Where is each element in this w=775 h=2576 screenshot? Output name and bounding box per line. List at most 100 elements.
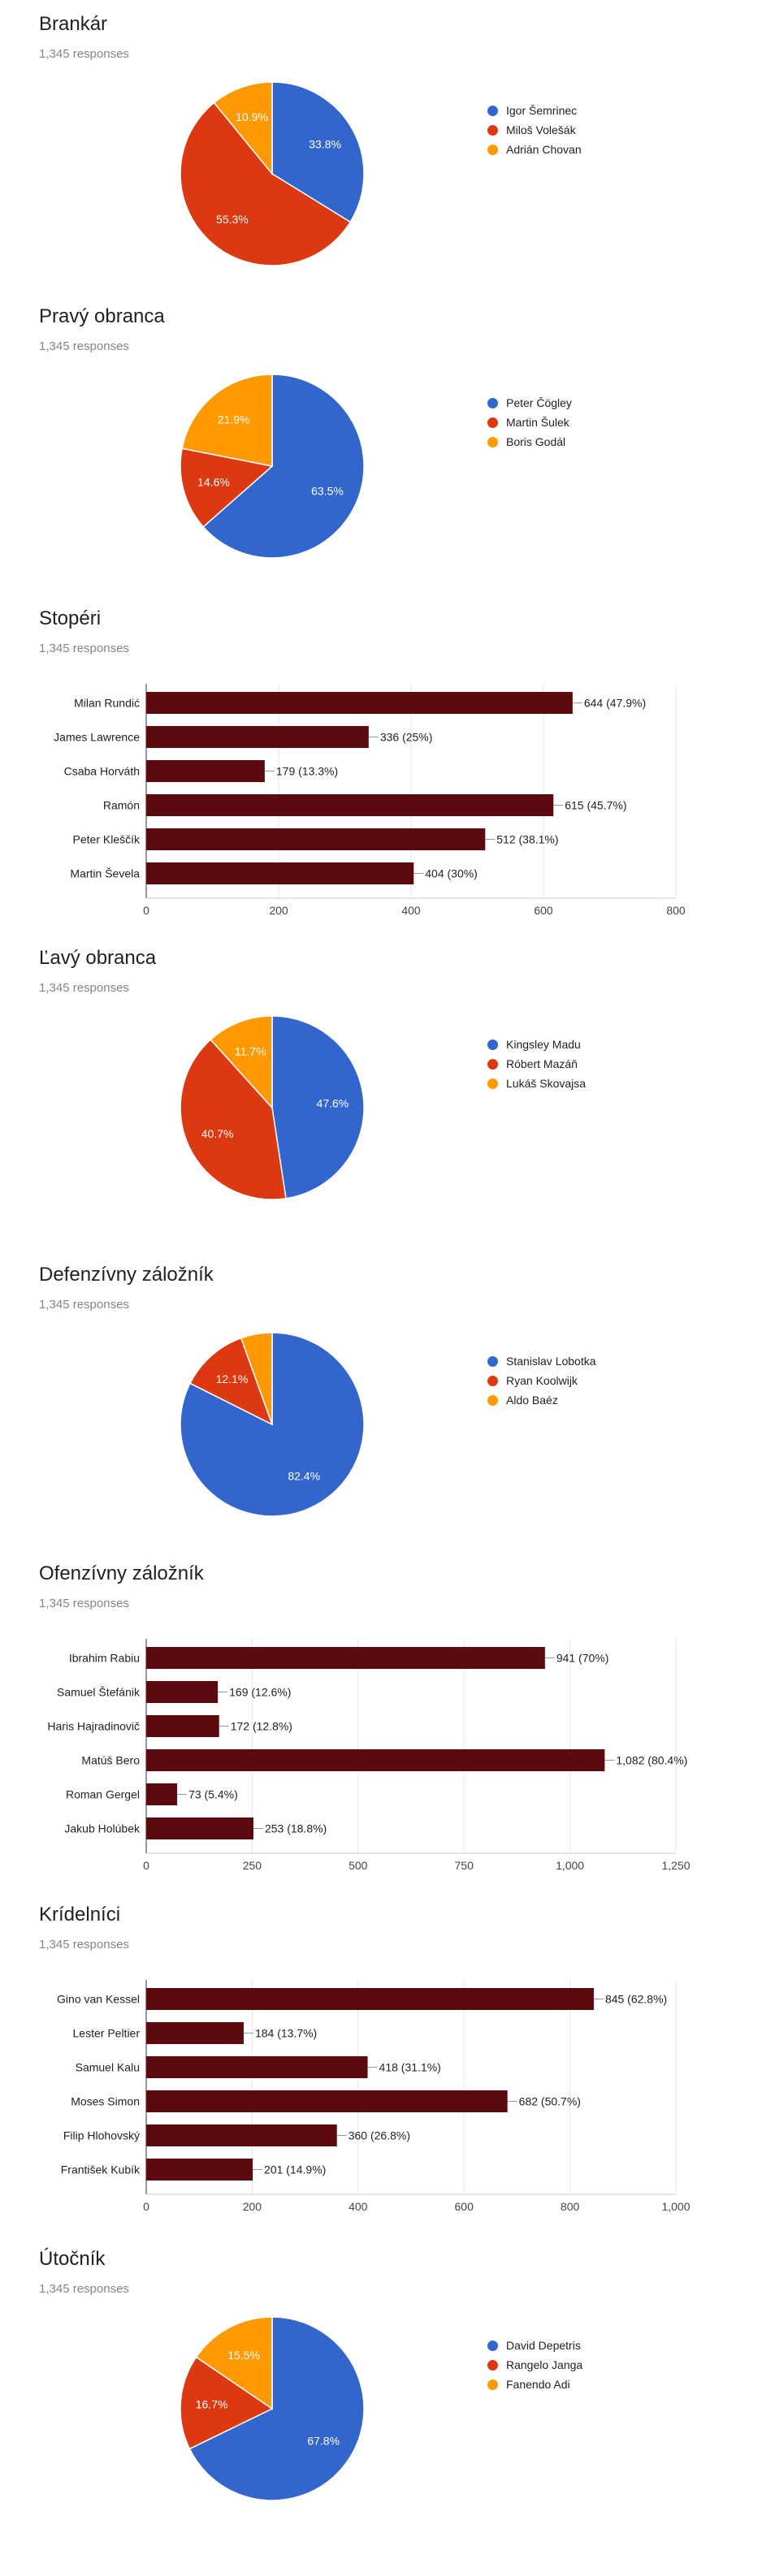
pie-slice-milos-volesak[interactable]	[180, 102, 352, 266]
response-count: 1,345 responses	[39, 1298, 129, 1312]
x-tick-label: 750	[455, 1859, 474, 1872]
bar-haris-hajradinovic[interactable]	[146, 1715, 219, 1737]
legend-color-dot	[487, 2359, 498, 2371]
bar-value-label: 73 (5.4%)	[188, 1788, 238, 1801]
bar-value-label: 418 (31.1%)	[379, 2061, 441, 2074]
bar-matus-bero[interactable]	[146, 1749, 605, 1771]
bar-gino-van-kessel[interactable]	[146, 1988, 594, 2010]
pie-slice-fanendo-adi[interactable]	[195, 2316, 273, 2410]
bar-samuel-kalu[interactable]	[146, 2056, 368, 2078]
x-tick-label: 200	[269, 904, 288, 917]
bar-samuel-stefanik[interactable]	[146, 1681, 219, 1703]
x-tick-label: 0	[143, 904, 149, 917]
question-defenzivny-zaloznik: Defenzívny záložník 1,345 responses 82.4% 1…	[0, 1251, 775, 1592]
bar-roman-gergel[interactable]	[146, 1783, 178, 1805]
legend-item-david-depetris[interactable]: David Depetris	[487, 2336, 582, 2355]
pie-slice-label: 67.8%	[307, 2435, 340, 2448]
x-tick-label: 1,000	[661, 2200, 690, 2213]
question-ofenzivny-zaloznik: Ofenzívny záložník 1,345 responses 0 250 500…	[0, 1549, 775, 1891]
pie-slice-label: 14.6%	[197, 476, 230, 489]
bar-milan-rundic[interactable]	[146, 692, 573, 714]
bar-ramon[interactable]	[146, 794, 554, 816]
pie-slice-kingsley-madu[interactable]	[271, 1015, 365, 1199]
chart-legend: Kingsley Madu Róbert Mazáň Lukáš Skovajsa	[487, 1035, 586, 1093]
x-tick-label: 1,000	[556, 1859, 584, 1872]
legend-color-dot	[487, 2340, 498, 2351]
pie-slice-ryan-koolwijk[interactable]	[188, 1337, 274, 1426]
response-count: 1,345 responses	[39, 47, 129, 61]
legend-color-dot	[487, 2379, 498, 2390]
chart-legend: Peter Čögley Martin Šulek Boris Godál	[487, 393, 572, 452]
legend-item-fanendo-adi[interactable]: Fanendo Adi	[487, 2375, 582, 2394]
pie-slice-aldo-baez[interactable]	[240, 1332, 273, 1425]
bar-lester-peltier[interactable]	[146, 2022, 244, 2044]
pie-chart: 67.8% 16.7% 15.5%	[180, 2316, 365, 2501]
bar-martin-sevela[interactable]	[146, 862, 414, 884]
legend-item-ryan-koolwijk[interactable]: Ryan Koolwijk	[487, 1371, 596, 1390]
legend-item-aldo-baez[interactable]: Aldo Baéz	[487, 1390, 596, 1410]
pie-slice-robert-mazan[interactable]	[180, 1039, 287, 1200]
x-tick-label: 0	[143, 2200, 149, 2213]
bar-moses-simon[interactable]	[146, 2090, 508, 2112]
question-pravy-obranca: Pravý obranca 1,345 responses 63.5% 14.6% 21…	[0, 292, 775, 633]
bar-value-label: 201 (14.9%)	[264, 2163, 326, 2176]
bar-jakub-holubek[interactable]	[146, 1817, 253, 1839]
pie-slice-label: 10.9%	[236, 110, 268, 123]
x-tick-label: 800	[666, 904, 686, 917]
legend-item-lukas-skovajsa[interactable]: Lukáš Skovajsa	[487, 1074, 586, 1093]
category-label: Ramón	[103, 799, 140, 812]
question-title: Ofenzívny záložník	[39, 1562, 204, 1584]
response-count: 1,345 responses	[39, 642, 129, 655]
legend-item-kingsley-madu[interactable]: Kingsley Madu	[487, 1035, 586, 1054]
legend-item-rangelo-janga[interactable]: Rangelo Janga	[487, 2355, 582, 2375]
pie-slice-boris-godal[interactable]	[181, 374, 273, 467]
legend-item-milos-volesak[interactable]: Miloš Volešák	[487, 120, 582, 140]
pie-slice-igor-semrinec[interactable]	[271, 81, 365, 223]
pie-slice-label: 33.8%	[309, 138, 341, 151]
pie-slice-label: 40.7%	[201, 1127, 234, 1140]
legend-item-boris-godal[interactable]: Boris Godál	[487, 432, 572, 452]
x-tick-label: 600	[455, 2200, 474, 2213]
pie-slice-david-depetris[interactable]	[188, 2316, 365, 2501]
legend-item-peter-cogley[interactable]: Peter Čögley	[487, 393, 572, 413]
bar-value-label: 941 (70%)	[556, 1652, 609, 1665]
pie-slice-label: 16.7%	[196, 2398, 228, 2411]
legend-label: Miloš Volešák	[506, 123, 576, 136]
category-label: Ibrahim Rabiu	[69, 1652, 140, 1665]
bar-csaba-horvath[interactable]	[146, 760, 265, 782]
legend-item-stanislav-lobotka[interactable]: Stanislav Lobotka	[487, 1351, 596, 1371]
chart-legend: Igor Šemrinec Miloš Volešák Adrián Chovan	[487, 101, 582, 159]
bar-peter-klescik[interactable]	[146, 828, 486, 850]
legend-label: David Depetris	[506, 2339, 581, 2352]
legend-item-igor-semrinec[interactable]: Igor Šemrinec	[487, 101, 582, 120]
question-title: Defenzívny záložník	[39, 1264, 214, 1286]
pie-slice-stanislav-lobotka[interactable]	[180, 1332, 365, 1517]
legend-label: Ryan Koolwijk	[506, 1374, 578, 1387]
bar-filip-hlohovsky[interactable]	[146, 2124, 337, 2146]
pie-slice-rangelo-janga[interactable]	[180, 2356, 274, 2450]
pie-chart: 47.6% 40.7% 11.7%	[180, 1015, 365, 1200]
bar-frantisek-kubik[interactable]	[146, 2159, 253, 2181]
bar-value-label: 179 (13.3%)	[276, 765, 338, 778]
legend-color-dot	[487, 417, 498, 428]
legend-item-adrian-chovan[interactable]: Adrián Chovan	[487, 140, 582, 159]
category-label: Csaba Horváth	[64, 765, 140, 778]
pie-slice-label: 12.1%	[216, 1372, 249, 1385]
bar-james-lawrence[interactable]	[146, 726, 369, 748]
legend-item-martin-sulek[interactable]: Martin Šulek	[487, 413, 572, 432]
bar-chart: 0 250 500 750 1,000 1,250 Ibrahim Rabiu 941 (70…	[47, 1639, 691, 1872]
category-label: Samuel Štefánik	[57, 1686, 141, 1699]
legend-color-dot	[487, 1355, 498, 1367]
legend-item-robert-mazan[interactable]: Róbert Mazáň	[487, 1054, 586, 1074]
pie-slice-adrian-chovan[interactable]	[213, 81, 273, 176]
pie-slice-lukas-skovajsa[interactable]	[210, 1015, 273, 1109]
pie-slice-martin-sulek[interactable]	[180, 447, 274, 528]
pie-slice-label: 11.7%	[235, 1044, 266, 1057]
question-utocnik: Útočník 1,345 responses 67.8% 16.7% 15.5% Dav…	[0, 2235, 775, 2576]
response-count: 1,345 responses	[39, 2282, 129, 2296]
bar-value-label: 1,082 (80.4%)	[616, 1754, 687, 1767]
legend-label: Stanislav Lobotka	[506, 1355, 596, 1368]
bar-ibrahim-rabiu[interactable]	[146, 1647, 545, 1669]
x-tick-label: 250	[243, 1859, 262, 1872]
pie-slice-peter-cogley[interactable]	[202, 374, 365, 559]
